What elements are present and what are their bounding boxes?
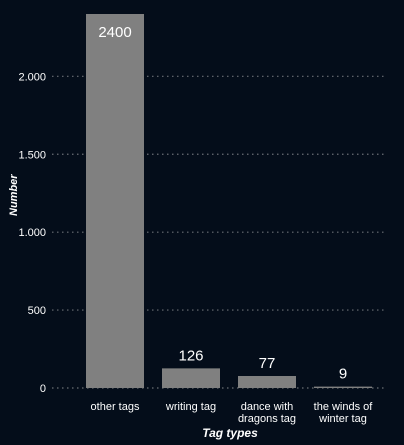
x-axis-label: Tag types xyxy=(202,426,258,440)
y-tick-label: 1.500 xyxy=(18,149,46,161)
bar xyxy=(238,376,296,388)
bar xyxy=(162,368,220,388)
y-tick-label: 500 xyxy=(28,305,46,317)
x-tick-label: dance with xyxy=(241,401,294,413)
y-tick-label: 0 xyxy=(40,383,46,395)
y-axis-label: Number xyxy=(8,174,20,216)
x-tick-label: winter tag xyxy=(318,413,367,425)
y-tick-label: 1.000 xyxy=(18,227,46,239)
bar xyxy=(314,386,372,388)
data-label: 9 xyxy=(339,366,347,383)
x-tick-label: writing tag xyxy=(165,401,216,413)
bar xyxy=(86,14,144,388)
x-tick-label: other tags xyxy=(91,401,140,413)
x-tick-label: dragons tag xyxy=(238,413,296,425)
y-tick-label: 2.000 xyxy=(18,71,46,83)
x-tick-label: the winds of xyxy=(314,401,374,413)
data-label: 2400 xyxy=(98,24,131,41)
data-label: 77 xyxy=(259,355,276,372)
data-label: 126 xyxy=(178,347,203,364)
